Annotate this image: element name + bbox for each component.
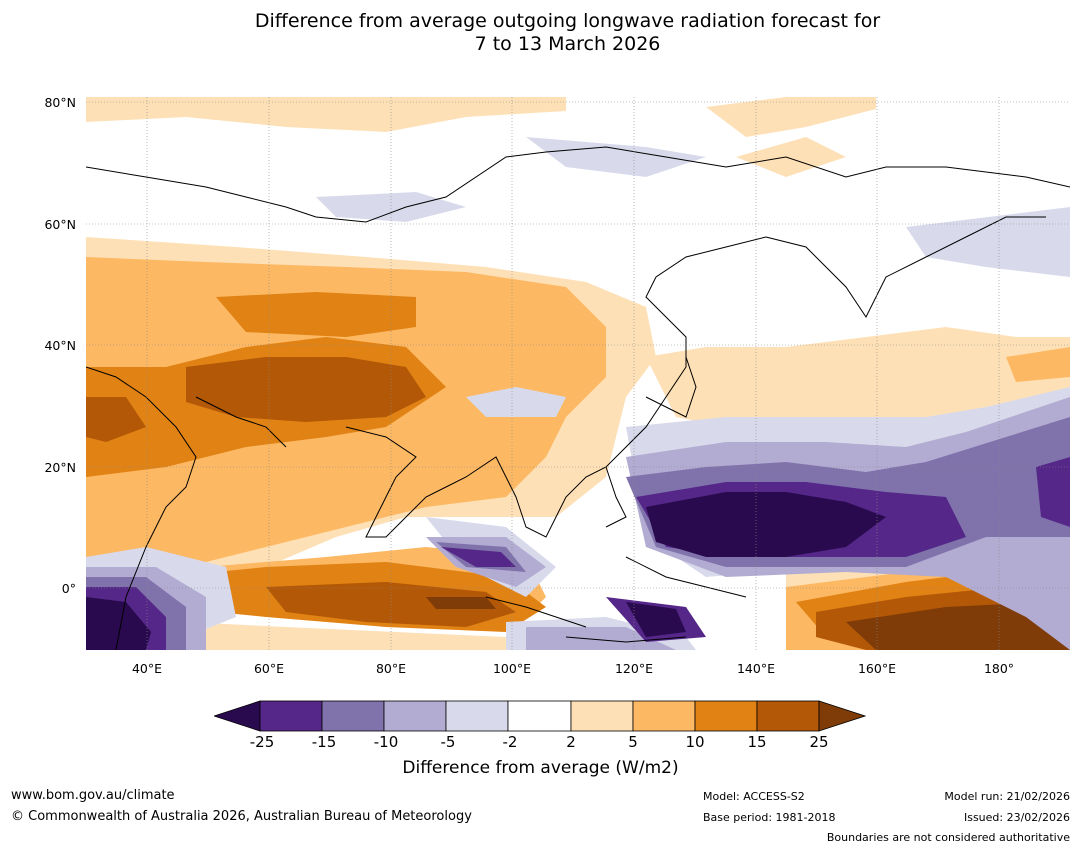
copyright-text: © Commonwealth of Australia 2026, Austra… [11,809,472,824]
colorbar-bin-15-25 [756,700,820,732]
lat-label-20n: 20°N [44,460,76,475]
colorbar-bin-neg25-neg15 [259,700,323,732]
lon-label-160e: 160°E [857,661,896,676]
issued-text: Issued: 23/02/2026 [963,811,1070,824]
lon-label-180: 180° [983,661,1015,676]
lat-label-60n: 60°N [44,217,76,232]
cbar-tick-neg25: -25 [249,733,275,751]
graticule [86,97,1070,650]
cbar-tick-25: 25 [809,733,829,751]
colorbar [212,700,867,732]
colorbar-arrow-high [818,700,867,732]
colorbar-bin-neg2-2 [507,700,572,732]
cbar-tick-neg10: -10 [373,733,399,751]
anomaly-map [86,97,1070,650]
disclaimer-text: Boundaries are not considered authoritat… [826,831,1070,844]
lat-label-80n: 80°N [44,95,76,110]
colorbar-bin-neg15-neg10 [321,700,385,732]
cbar-tick-neg15: -15 [311,733,337,751]
cbar-tick-neg2: -2 [502,733,518,751]
cbar-tick-10: 10 [685,733,705,751]
lon-label-140e: 140°E [736,661,775,676]
title-line-2: 7 to 13 March 2026 [474,33,661,55]
colorbar-bin-neg10-neg5 [383,700,447,732]
base-period-text: Base period: 1981-2018 [703,811,836,824]
colorbar-label: Difference from average (W/m2) [402,758,679,778]
lat-label-0: 0° [61,581,76,596]
colorbar-svg [212,700,867,732]
colorbar-bin-neg5-neg2 [445,700,509,732]
model-run-text: Model run: 21/02/2026 [944,790,1070,803]
title-line-1: Difference from average outgoing longwav… [254,10,881,32]
lon-label-120e: 120°E [614,661,653,676]
model-text: Model: ACCESS-S2 [703,790,805,803]
cbar-tick-neg5: -5 [440,733,456,751]
colorbar-arrow-low [212,700,261,732]
lon-label-100e: 100°E [492,661,531,676]
anomaly-above-25 [426,597,1070,650]
colorbar-bin-5-10 [632,700,696,732]
lon-label-80e: 80°E [375,661,407,676]
map-canvas [86,97,1070,650]
coastlines [86,146,1070,650]
lon-label-40e: 40°E [131,661,163,676]
colorbar-bin-2-5 [570,700,634,732]
cbar-tick-2: 2 [566,733,576,751]
anomaly-below-neg25 [86,492,886,650]
colorbar-bin-10-15 [694,700,758,732]
cbar-tick-5: 5 [628,733,638,751]
lat-label-40n: 40°N [44,338,76,353]
cbar-tick-15: 15 [747,733,767,751]
chart-title: Difference from average outgoing longwav… [0,10,1081,56]
website-link[interactable]: www.bom.gov.au/climate [11,788,175,803]
lon-label-60e: 60°E [253,661,285,676]
